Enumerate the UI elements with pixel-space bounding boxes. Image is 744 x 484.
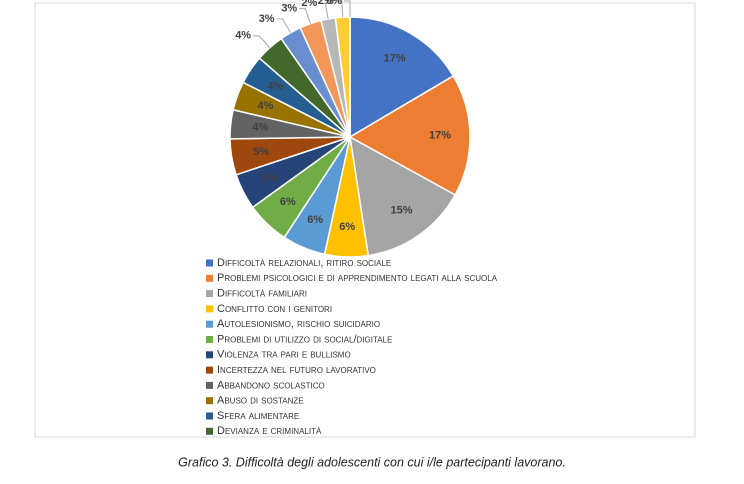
legend-swatch <box>206 412 213 420</box>
legend-label: Difficoltà relazionali, ritiro sociale <box>217 257 391 269</box>
slice-label: 5% <box>253 146 269 158</box>
slice-label: 3% <box>259 13 275 25</box>
legend-swatch <box>206 351 213 359</box>
slice-label: 6% <box>339 221 355 233</box>
leader-line <box>319 2 329 20</box>
legend-label: Difficoltà familiari <box>217 288 307 300</box>
slice-label: 2% <box>301 0 317 9</box>
slice-label: 4% <box>258 100 274 112</box>
slice-label: 4% <box>235 30 251 42</box>
legend-label: Incertezza nel futuro lavorativo <box>217 364 376 376</box>
slice-label: 15% <box>391 205 413 217</box>
legend-swatch <box>206 320 213 328</box>
legend-label: Violenza tra pari e bullismo <box>217 349 351 361</box>
legend-swatch <box>206 427 213 435</box>
legend-label: Sfera alimentare <box>217 410 299 422</box>
legend-label: Abbandono scolastico <box>217 379 325 391</box>
legend-label: Devianza e criminalità <box>217 425 322 437</box>
legend-label: Problemi psicologici e di apprendimento … <box>217 272 498 284</box>
slice-label: 4% <box>253 121 269 133</box>
leader-line <box>299 8 311 24</box>
leader-line <box>253 35 271 49</box>
legend-label: Abuso di sostanze <box>217 395 304 407</box>
pie-slice <box>349 135 457 257</box>
legend-label: Problemi di utilizzo di social/digitale <box>217 333 392 345</box>
legend-swatch <box>206 381 213 389</box>
pie-slice <box>349 16 455 139</box>
legend-swatch <box>206 259 213 267</box>
slice-label: 4% <box>268 80 284 92</box>
leader-line <box>344 0 351 17</box>
slice-label: 17% <box>429 130 451 142</box>
slice-label: 6% <box>280 196 296 208</box>
pie-slice <box>348 74 471 196</box>
leader-line <box>276 18 291 34</box>
legend-swatch <box>206 305 213 313</box>
legend-label: Autolesionismo, rischio suicidario <box>217 318 380 330</box>
slice-label: 2% <box>318 0 334 7</box>
caption: Grafico 3. Difficoltà degli adolescenti … <box>178 455 566 469</box>
slice-label: 3% <box>281 2 297 14</box>
slice-label: 0% <box>326 0 342 7</box>
legend-swatch <box>206 397 213 405</box>
slice-label: 6% <box>307 214 323 226</box>
legend-swatch <box>206 366 213 374</box>
legend-swatch <box>206 290 213 298</box>
leader-line <box>335 0 344 18</box>
legend-label: Conflitto con i genitori <box>217 303 332 315</box>
slice-label: 17% <box>384 53 406 65</box>
legend-swatch <box>206 336 213 343</box>
slice-label: 5% <box>262 172 278 184</box>
legend-swatch <box>206 274 213 282</box>
